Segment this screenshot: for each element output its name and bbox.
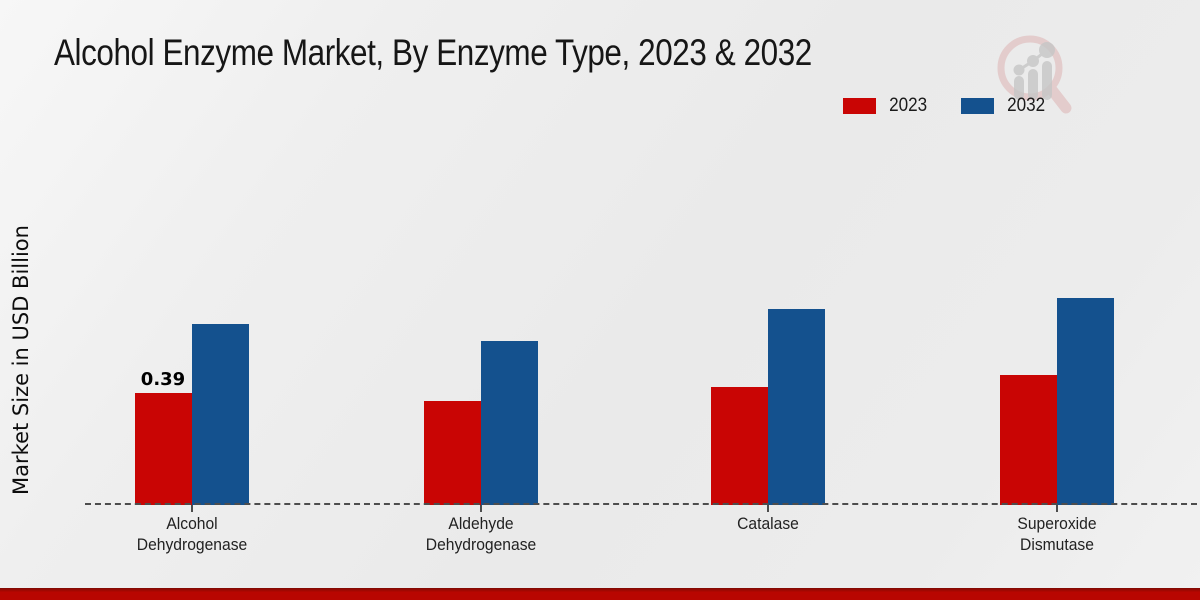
legend-label-2032: 2032: [1007, 95, 1046, 116]
bar-2023-aldehyde-dehydrogenase: [423, 401, 481, 505]
bar-2032-aldehyde-dehydrogenase: [480, 341, 538, 505]
bar-2032-superoxide-dismutase: [1056, 298, 1114, 505]
bar-2032-alcohol-dehydrogenase: [191, 324, 249, 505]
category-label-alcohol-dehydrogenase: Alcohol Dehydrogenase: [136, 514, 247, 554]
bar-2032-catalase: [767, 309, 825, 505]
x-axis-tick-alcohol-dehydrogenase: [190, 505, 193, 512]
legend-label-2023: 2023: [889, 95, 928, 116]
category-label-aldehyde-dehydrogenase: Aldehyde Dehydrogenase: [425, 514, 536, 554]
x-axis-tick-aldehyde-dehydrogenase: [479, 505, 482, 512]
category-label-catalase: Catalase: [736, 514, 799, 533]
legend-swatch-2032: [961, 98, 995, 114]
category-label-superoxide-dismutase: Superoxide Dismutase: [1016, 514, 1097, 554]
bar-2023-superoxide-dismutase: [999, 375, 1057, 505]
magnifier-bar-chart-logo-icon: [997, 35, 1072, 114]
bar-2023-alcohol-dehydrogenase: [134, 393, 192, 505]
x-axis-line: [85, 503, 1197, 505]
bar-2023-catalase: [710, 387, 768, 505]
chart-title: Alcohol Enzyme Market, By Enzyme Type, 2…: [54, 32, 812, 73]
legend-item-2023: 2023: [843, 95, 929, 117]
legend-item-2032: 2032: [961, 95, 1047, 117]
bar-data-label-2023: 0.39: [140, 368, 186, 390]
legend-swatch-2023: [843, 98, 876, 114]
legend: 2023 2032: [843, 95, 1048, 117]
x-axis-tick-superoxide-dismutase: [1055, 505, 1058, 512]
footer-red-bar: [0, 588, 1200, 600]
x-axis-tick-catalase: [766, 505, 769, 512]
